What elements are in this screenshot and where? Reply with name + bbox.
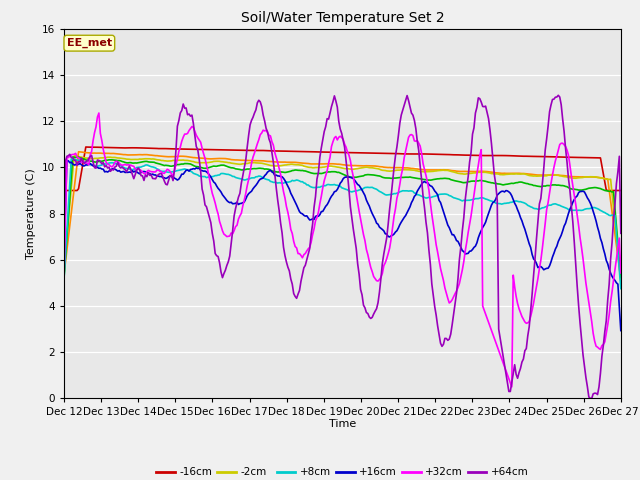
+32cm	[508, 384, 516, 390]
+64cm	[554, 93, 562, 98]
-8cm	[458, 168, 466, 174]
-2cm	[72, 153, 79, 159]
-16cm	[617, 188, 625, 193]
-2cm	[617, 278, 625, 284]
+32cm	[458, 267, 466, 273]
+64cm	[617, 230, 625, 236]
-2cm	[81, 155, 88, 161]
+16cm	[541, 266, 549, 272]
-8cm	[614, 254, 621, 260]
+32cm	[95, 110, 103, 116]
Line: +2cm: +2cm	[64, 157, 621, 278]
-16cm	[541, 154, 549, 159]
+32cm	[617, 270, 625, 276]
Line: +32cm: +32cm	[64, 113, 621, 387]
+16cm	[81, 163, 88, 168]
+2cm	[348, 174, 356, 180]
+2cm	[81, 156, 88, 162]
-8cm	[617, 276, 625, 282]
+8cm	[541, 204, 549, 210]
+8cm	[98, 162, 106, 168]
-8cm	[541, 172, 549, 178]
-16cm	[348, 150, 356, 156]
+16cm	[63, 157, 71, 163]
+8cm	[614, 249, 621, 255]
+2cm	[541, 183, 549, 189]
+16cm	[617, 328, 625, 334]
+64cm	[346, 204, 354, 210]
+32cm	[616, 235, 623, 241]
+64cm	[616, 154, 623, 159]
+8cm	[348, 189, 356, 195]
-8cm	[348, 163, 356, 168]
Line: -2cm: -2cm	[64, 156, 621, 281]
-2cm	[458, 171, 466, 177]
-16cm	[82, 144, 90, 150]
X-axis label: Time: Time	[329, 419, 356, 429]
+2cm	[98, 158, 106, 164]
-16cm	[614, 188, 621, 193]
+64cm	[60, 238, 68, 243]
+64cm	[586, 396, 594, 401]
Line: -16cm: -16cm	[64, 147, 621, 191]
-2cm	[348, 167, 356, 172]
Line: +8cm: +8cm	[64, 159, 621, 288]
-16cm	[98, 144, 106, 150]
+8cm	[69, 156, 77, 162]
Title: Soil/Water Temperature Set 2: Soil/Water Temperature Set 2	[241, 11, 444, 25]
+2cm	[614, 241, 621, 247]
-2cm	[60, 266, 68, 272]
+32cm	[543, 207, 550, 213]
+64cm	[457, 244, 465, 250]
Line: -8cm: -8cm	[64, 152, 621, 279]
+32cm	[348, 167, 356, 173]
-2cm	[541, 173, 549, 179]
+16cm	[348, 175, 356, 181]
Text: EE_met: EE_met	[67, 38, 112, 48]
+2cm	[617, 275, 625, 280]
+8cm	[617, 286, 625, 291]
+8cm	[458, 198, 466, 204]
-16cm	[458, 152, 466, 158]
+64cm	[97, 159, 104, 165]
-8cm	[60, 272, 68, 277]
-2cm	[614, 250, 621, 255]
Line: +64cm: +64cm	[64, 96, 621, 398]
+16cm	[60, 253, 68, 259]
-8cm	[81, 150, 88, 156]
+32cm	[79, 158, 87, 164]
+8cm	[81, 159, 88, 165]
+8cm	[60, 276, 68, 282]
-8cm	[98, 150, 106, 156]
+2cm	[60, 275, 68, 281]
+32cm	[60, 275, 68, 281]
+16cm	[614, 281, 621, 287]
+64cm	[79, 159, 87, 165]
Legend: -16cm, -8cm, -2cm, +2cm, +8cm, +16cm, +32cm, +64cm: -16cm, -8cm, -2cm, +2cm, +8cm, +16cm, +3…	[152, 463, 532, 480]
+16cm	[458, 248, 466, 253]
-2cm	[98, 155, 106, 161]
+2cm	[458, 180, 466, 185]
+32cm	[98, 137, 106, 143]
-16cm	[60, 188, 68, 193]
+64cm	[540, 166, 548, 171]
Line: +16cm: +16cm	[64, 160, 621, 331]
-16cm	[79, 161, 87, 167]
-8cm	[75, 149, 83, 155]
+16cm	[98, 166, 106, 172]
+2cm	[69, 154, 77, 160]
Y-axis label: Temperature (C): Temperature (C)	[26, 168, 36, 259]
